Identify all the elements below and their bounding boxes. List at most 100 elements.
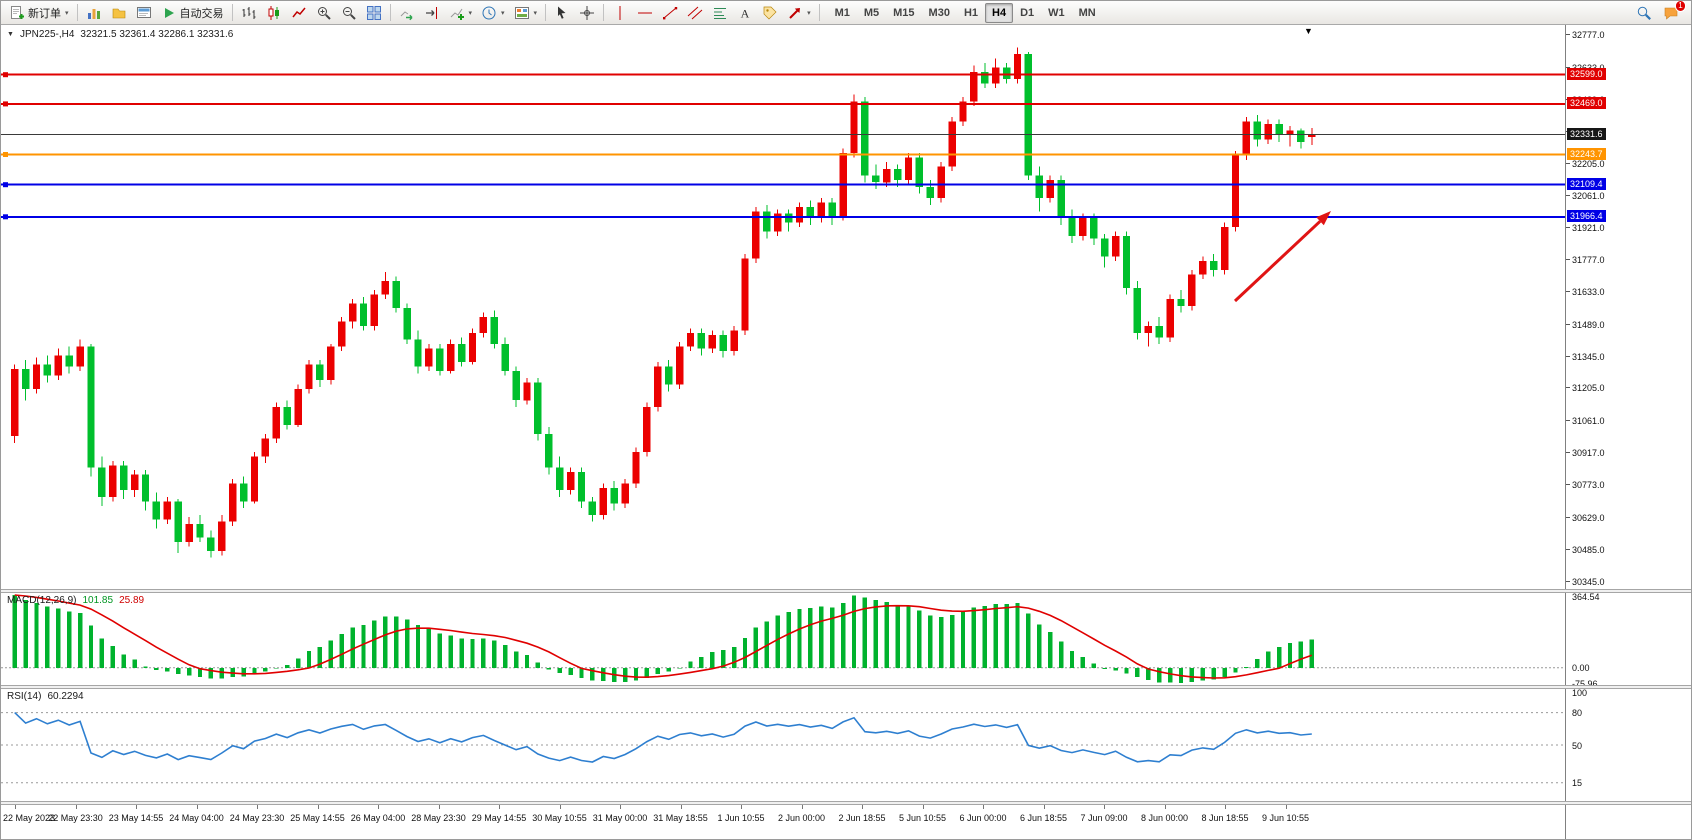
time-tick-mark xyxy=(862,805,863,809)
time-tick-label: 31 May 00:00 xyxy=(592,813,648,823)
time-tick-mark xyxy=(438,805,440,809)
hline-handle[interactable] xyxy=(3,72,8,78)
periods-button[interactable]: ▾ xyxy=(477,2,509,23)
text-button[interactable]: A xyxy=(733,2,757,23)
time-axis[interactable]: 22 May 2023 22 May 23:30 23 May 14:55 24 Ma… xyxy=(1,805,1565,839)
bar-chart-button[interactable] xyxy=(237,2,261,23)
market-watch-button[interactable] xyxy=(82,2,106,23)
chart-shift-icon xyxy=(424,5,440,21)
price-axis[interactable]: 32777.032633.032489.032345.032205.032061… xyxy=(1565,25,1691,839)
price-tick-label: 30485.0 xyxy=(1572,545,1605,556)
price-tick-label: 30917.0 xyxy=(1572,448,1605,459)
cursor-button[interactable] xyxy=(550,2,574,23)
rsi-axis-label: 100 xyxy=(1572,688,1588,698)
price-tick-label: 30345.0 xyxy=(1572,576,1605,587)
timeframe-m30[interactable]: M30 xyxy=(928,6,950,19)
price-tick-label: 32061.0 xyxy=(1572,191,1605,202)
new-order-button-label: 新订单 xyxy=(28,7,61,20)
macd-histogram xyxy=(12,595,1314,683)
hline-handle[interactable] xyxy=(3,182,8,188)
arrows-button[interactable]: ▾ xyxy=(783,2,815,23)
timeframe-mn[interactable]: MN xyxy=(1078,6,1096,19)
timeframe-h4[interactable]: H4 xyxy=(985,2,1014,23)
time-tick-label: 2 Jun 00:00 xyxy=(777,813,826,823)
timeframe-m5[interactable]: M5 xyxy=(863,6,880,19)
trend-arrow[interactable] xyxy=(1233,220,1322,303)
time-tick-mark xyxy=(741,805,742,809)
trendline-button[interactable] xyxy=(658,2,682,23)
time-tick-mark xyxy=(75,805,77,809)
toolbar-divider xyxy=(76,4,78,21)
autotrading-button[interactable]: 自动交易 xyxy=(157,2,228,23)
equidistant-channel-button[interactable] xyxy=(683,2,707,23)
hline-icon xyxy=(637,5,653,21)
new-order-button[interactable]: 新订单 ▾ xyxy=(5,2,73,23)
macd-name: MACD(12,26,9) xyxy=(7,595,77,606)
timeframe-h1[interactable]: H1 xyxy=(963,6,979,19)
line-chart-button[interactable] xyxy=(287,2,311,23)
time-tick-label: 6 Jun 18:55 xyxy=(1019,813,1068,823)
macd-main-value: 101.85 xyxy=(82,595,114,606)
time-tick-mark xyxy=(1104,805,1105,809)
pane-separator[interactable] xyxy=(1,801,1691,805)
price-badge-32243.7: 32243.7 xyxy=(1567,147,1606,160)
navigator-button[interactable] xyxy=(107,2,131,23)
price-tick-mark xyxy=(1566,34,1570,36)
vline-icon xyxy=(612,5,628,21)
macd-pane[interactable] xyxy=(1,593,1565,685)
hline-handle[interactable] xyxy=(3,214,8,220)
horizontal-line-button[interactable] xyxy=(633,2,657,23)
macd-signal-value: 25.89 xyxy=(119,595,145,606)
time-tick-mark xyxy=(922,805,924,809)
time-tick-mark xyxy=(196,805,198,809)
terminal-icon xyxy=(136,5,152,21)
price-tick-mark xyxy=(1566,387,1570,389)
hline-handle[interactable] xyxy=(3,101,8,107)
caret-down-icon: ▾ xyxy=(65,9,69,17)
auto-scroll-button[interactable] xyxy=(395,2,419,23)
price-chart-pane[interactable] xyxy=(1,25,1565,589)
notifications-button[interactable]: 1 xyxy=(1659,1,1686,23)
time-tick-label: 26 May 04:00 xyxy=(350,813,406,823)
candlestick-chart-button[interactable] xyxy=(262,2,286,23)
chart-shift-button[interactable] xyxy=(420,2,444,23)
vertical-line-button[interactable] xyxy=(608,2,632,23)
navigator-icon xyxy=(111,5,127,21)
hline-handle[interactable] xyxy=(3,152,8,157)
toolbar-divider xyxy=(389,4,391,21)
time-tick-label: 25 May 14:55 xyxy=(290,813,345,823)
one-click-collapse-icon[interactable]: ▼ xyxy=(7,31,14,38)
chart-shift-marker-icon[interactable]: ▼ xyxy=(1304,26,1313,36)
price-tick-mark xyxy=(1566,323,1570,325)
rsi-pane[interactable] xyxy=(1,689,1565,801)
price-tick-label: 31061.0 xyxy=(1572,415,1605,426)
caret-down-icon: ▾ xyxy=(468,9,473,17)
toolbar-right-group: 1 xyxy=(1632,1,1687,23)
timeframe-d1[interactable]: D1 xyxy=(1020,6,1035,19)
time-tick-mark xyxy=(499,805,500,809)
chart-header: ▼ JPN225-,H4 32321.5 32361.4 32286.1 323… xyxy=(7,29,233,40)
fibonacci-button[interactable] xyxy=(708,2,732,23)
timeframe-w1[interactable]: W1 xyxy=(1048,6,1065,19)
line-chart-icon xyxy=(291,5,307,21)
crosshair-button[interactable] xyxy=(575,2,599,23)
rsi-value: 60.2294 xyxy=(47,691,84,702)
pane-separator[interactable] xyxy=(1,589,1691,593)
timeframe-m15[interactable]: M15 xyxy=(893,6,915,19)
price-tick-label: 30629.0 xyxy=(1572,512,1605,523)
search-button[interactable] xyxy=(1632,2,1656,23)
search-icon xyxy=(1636,5,1652,21)
time-tick-label: 28 May 23:30 xyxy=(411,813,466,823)
time-tick-label: 22 May 23:30 xyxy=(48,813,103,823)
terminal-button[interactable] xyxy=(132,2,156,23)
text-label-button[interactable] xyxy=(758,2,782,23)
templates-button[interactable]: ▾ xyxy=(510,2,542,23)
price-badge-32331.6: 32331.6 xyxy=(1567,128,1606,141)
zoom-in-button[interactable] xyxy=(312,2,336,23)
zoom-out-button[interactable] xyxy=(337,2,361,23)
timeframe-m1[interactable]: M1 xyxy=(834,6,850,19)
tile-windows-button[interactable] xyxy=(362,2,386,23)
channel-icon xyxy=(687,5,703,21)
indicators-button[interactable]: ▾ xyxy=(445,2,477,23)
pane-separator[interactable] xyxy=(1,685,1691,689)
